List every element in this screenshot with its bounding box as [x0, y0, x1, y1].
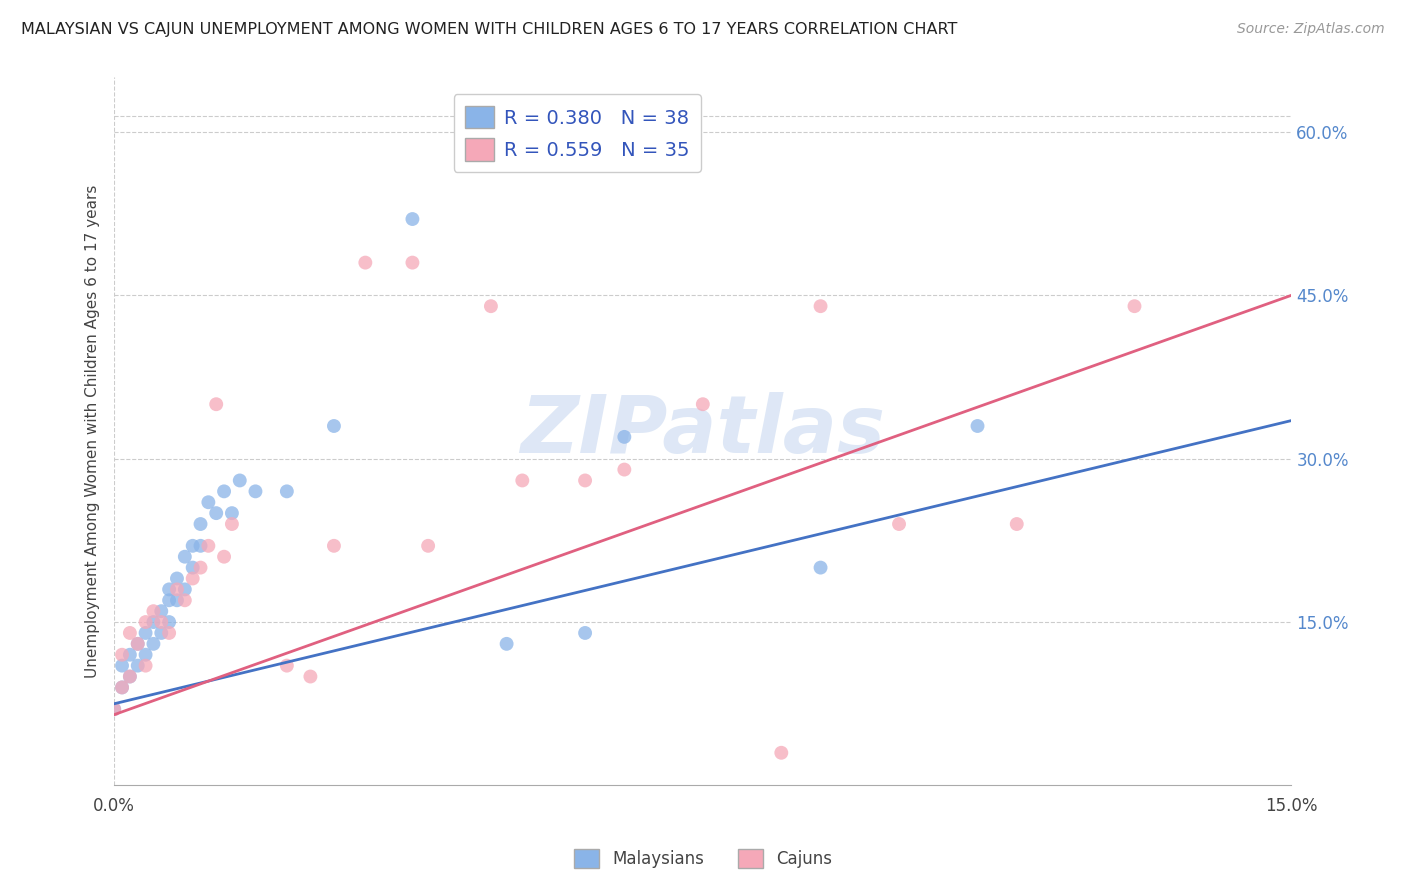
Point — [190, 539, 212, 553]
Text: MALAYSIAN VS CAJUN UNEMPLOYMENT AMONG WOMEN WITH CHILDREN AGES 6 TO 17 YEARS COR: MALAYSIAN VS CAJUN UNEMPLOYMENT AMONG WO… — [21, 22, 957, 37]
Point — [157, 626, 180, 640]
Point — [197, 539, 219, 553]
Point — [157, 615, 180, 629]
Text: ZIPatlas: ZIPatlas — [520, 392, 886, 470]
Point — [1005, 516, 1028, 531]
Point — [229, 474, 252, 488]
Point — [150, 604, 173, 618]
Point — [103, 702, 125, 716]
Point — [323, 419, 346, 434]
Point — [118, 669, 141, 683]
Point — [181, 539, 204, 553]
Point — [150, 615, 173, 629]
Point — [173, 549, 195, 564]
Point — [127, 637, 149, 651]
Point — [190, 516, 212, 531]
Point — [127, 637, 149, 651]
Point — [323, 539, 346, 553]
Point — [166, 582, 188, 597]
Point — [613, 430, 636, 444]
Point — [574, 626, 596, 640]
Point — [510, 474, 533, 488]
Point — [692, 397, 714, 411]
Text: Source: ZipAtlas.com: Source: ZipAtlas.com — [1237, 22, 1385, 37]
Point — [1123, 299, 1146, 313]
Point — [111, 648, 134, 662]
Point — [103, 702, 125, 716]
Point — [111, 681, 134, 695]
Point — [142, 604, 165, 618]
Point — [173, 582, 195, 597]
Point — [135, 658, 157, 673]
Y-axis label: Unemployment Among Women with Children Ages 6 to 17 years: Unemployment Among Women with Children A… — [86, 185, 100, 678]
Point — [966, 419, 988, 434]
Point — [181, 560, 204, 574]
Point — [111, 658, 134, 673]
Point — [197, 495, 219, 509]
Point — [299, 669, 322, 683]
Point — [135, 615, 157, 629]
Point — [221, 516, 243, 531]
Point — [276, 484, 298, 499]
Point — [135, 626, 157, 640]
Point — [111, 681, 134, 695]
Point — [118, 648, 141, 662]
Legend: R = 0.380   N = 38, R = 0.559   N = 35: R = 0.380 N = 38, R = 0.559 N = 35 — [454, 95, 702, 172]
Point — [205, 506, 228, 520]
Legend: Malaysians, Cajuns: Malaysians, Cajuns — [568, 842, 838, 875]
Point — [142, 615, 165, 629]
Point — [887, 516, 910, 531]
Point — [354, 255, 377, 269]
Point — [401, 255, 423, 269]
Point — [770, 746, 793, 760]
Point — [810, 299, 832, 313]
Point — [157, 582, 180, 597]
Point — [221, 506, 243, 520]
Point — [166, 572, 188, 586]
Point — [166, 593, 188, 607]
Point — [418, 539, 440, 553]
Point — [276, 658, 298, 673]
Point — [574, 474, 596, 488]
Point — [205, 397, 228, 411]
Point — [479, 299, 502, 313]
Point — [135, 648, 157, 662]
Point — [157, 593, 180, 607]
Point — [810, 560, 832, 574]
Point — [401, 212, 423, 227]
Point — [181, 572, 204, 586]
Point — [495, 637, 517, 651]
Point — [142, 637, 165, 651]
Point — [150, 626, 173, 640]
Point — [190, 560, 212, 574]
Point — [118, 669, 141, 683]
Point — [613, 462, 636, 476]
Point — [173, 593, 195, 607]
Point — [212, 549, 235, 564]
Point — [118, 626, 141, 640]
Point — [245, 484, 267, 499]
Point — [212, 484, 235, 499]
Point — [127, 658, 149, 673]
